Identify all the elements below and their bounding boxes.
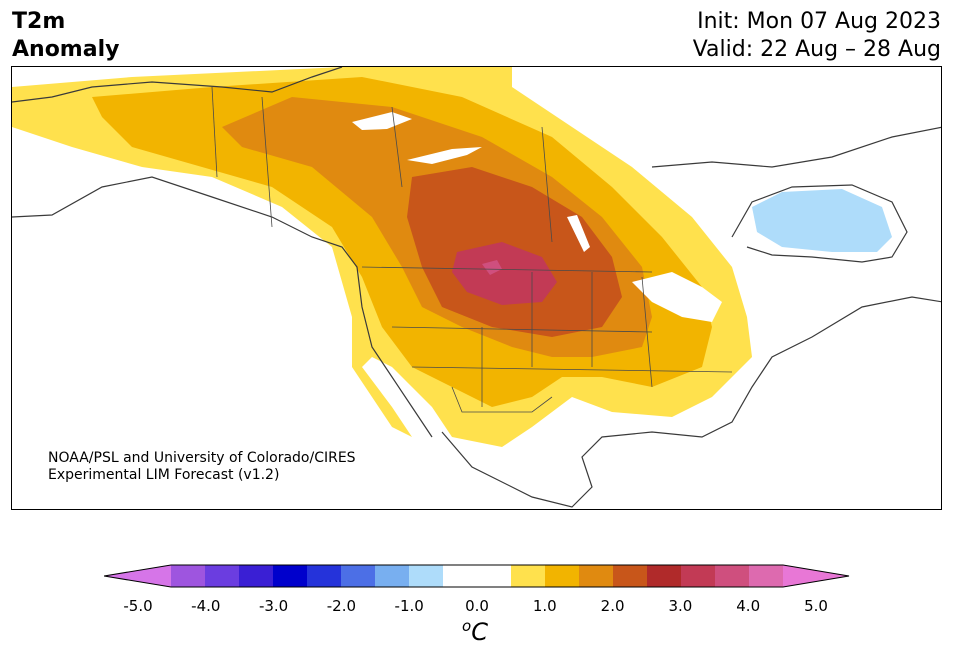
great-slave-lake [407,147,482,164]
colorbar-outline [104,564,850,588]
colorbar-tick-label: 1.0 [532,597,557,615]
great-lakes [632,272,722,322]
title-line-2: Anomaly [12,37,120,62]
colorbar-cell [104,565,171,587]
map-title: T2m Anomaly [12,8,119,64]
colorbar-cell [681,565,716,587]
unit-label: oC [462,617,488,646]
colorbar-tick-label: -2.0 [326,597,357,615]
colorbar-cell [545,565,580,587]
colorbar-tick-label: -1.0 [394,597,424,615]
valid-date-range: Valid: 22 Aug – 28 Aug [692,37,941,62]
colorbar-cell [443,565,478,587]
colorbar-ticks: -5.0 -4.0 -3.0 -2.0 -1.0 0.0 1.0 2.0 3.0 4.0 5.0 [0,597,953,617]
colorbar-cell [375,565,410,587]
colorbar [104,564,850,588]
colorbar-cell [715,565,750,587]
colorbar-cell [171,565,206,587]
anomaly-band-5 [482,260,502,275]
cool-anomaly-hudson-bay [752,189,892,252]
colorbar-tick-label: 3.0 [668,597,693,615]
colorbar-cell [783,565,849,587]
coastlines [12,67,941,508]
colorbar-cell [477,565,512,587]
colorbar-cell [239,565,274,587]
colorbar-tick-label: -5.0 [123,597,153,615]
colorbar-cell [511,565,546,587]
colorbar-cell [273,565,308,587]
anomaly-map [11,66,942,510]
colorbar-tick-label: 2.0 [600,597,625,615]
anomaly-map-canvas [12,67,941,508]
credit-line-1: NOAA/PSL and University of Colorado/CIRE… [48,450,356,466]
lake-winnipeg [567,215,590,252]
colorbar-tick-label: 4.0 [736,597,761,615]
init-date: Init: Mon 07 Aug 2023 [697,9,941,34]
unit-degree-mark: o [462,617,472,635]
colorbar-tick-label: 0.0 [465,597,489,615]
colorbar-cell [749,565,784,587]
title-line-1: T2m [12,9,66,34]
great-bear-lake [352,112,412,130]
colorbar-cell [409,565,444,587]
colorbar-cell [205,565,240,587]
colorbar-cell [613,565,648,587]
colorbar-tick-label: -3.0 [258,597,289,615]
forecast-dates: Init: Mon 07 Aug 2023 Valid: 22 Aug – 28… [693,8,941,64]
colorbar-cell [579,565,614,587]
colorbar-cell [647,565,682,587]
colorbar-cell [307,565,342,587]
colorbar-tick-label: 5.0 [804,597,828,615]
colorbar-cell [341,565,376,587]
data-source-credit: NOAA/PSL and University of Colorado/CIRE… [48,450,356,484]
unit-celsius: C [471,618,488,646]
anomaly-band-4.5 [452,242,557,305]
credit-line-2: Experimental LIM Forecast (v1.2) [48,467,280,483]
colorbar-tick-label: -4.0 [191,597,221,615]
political-borders [211,86,733,413]
